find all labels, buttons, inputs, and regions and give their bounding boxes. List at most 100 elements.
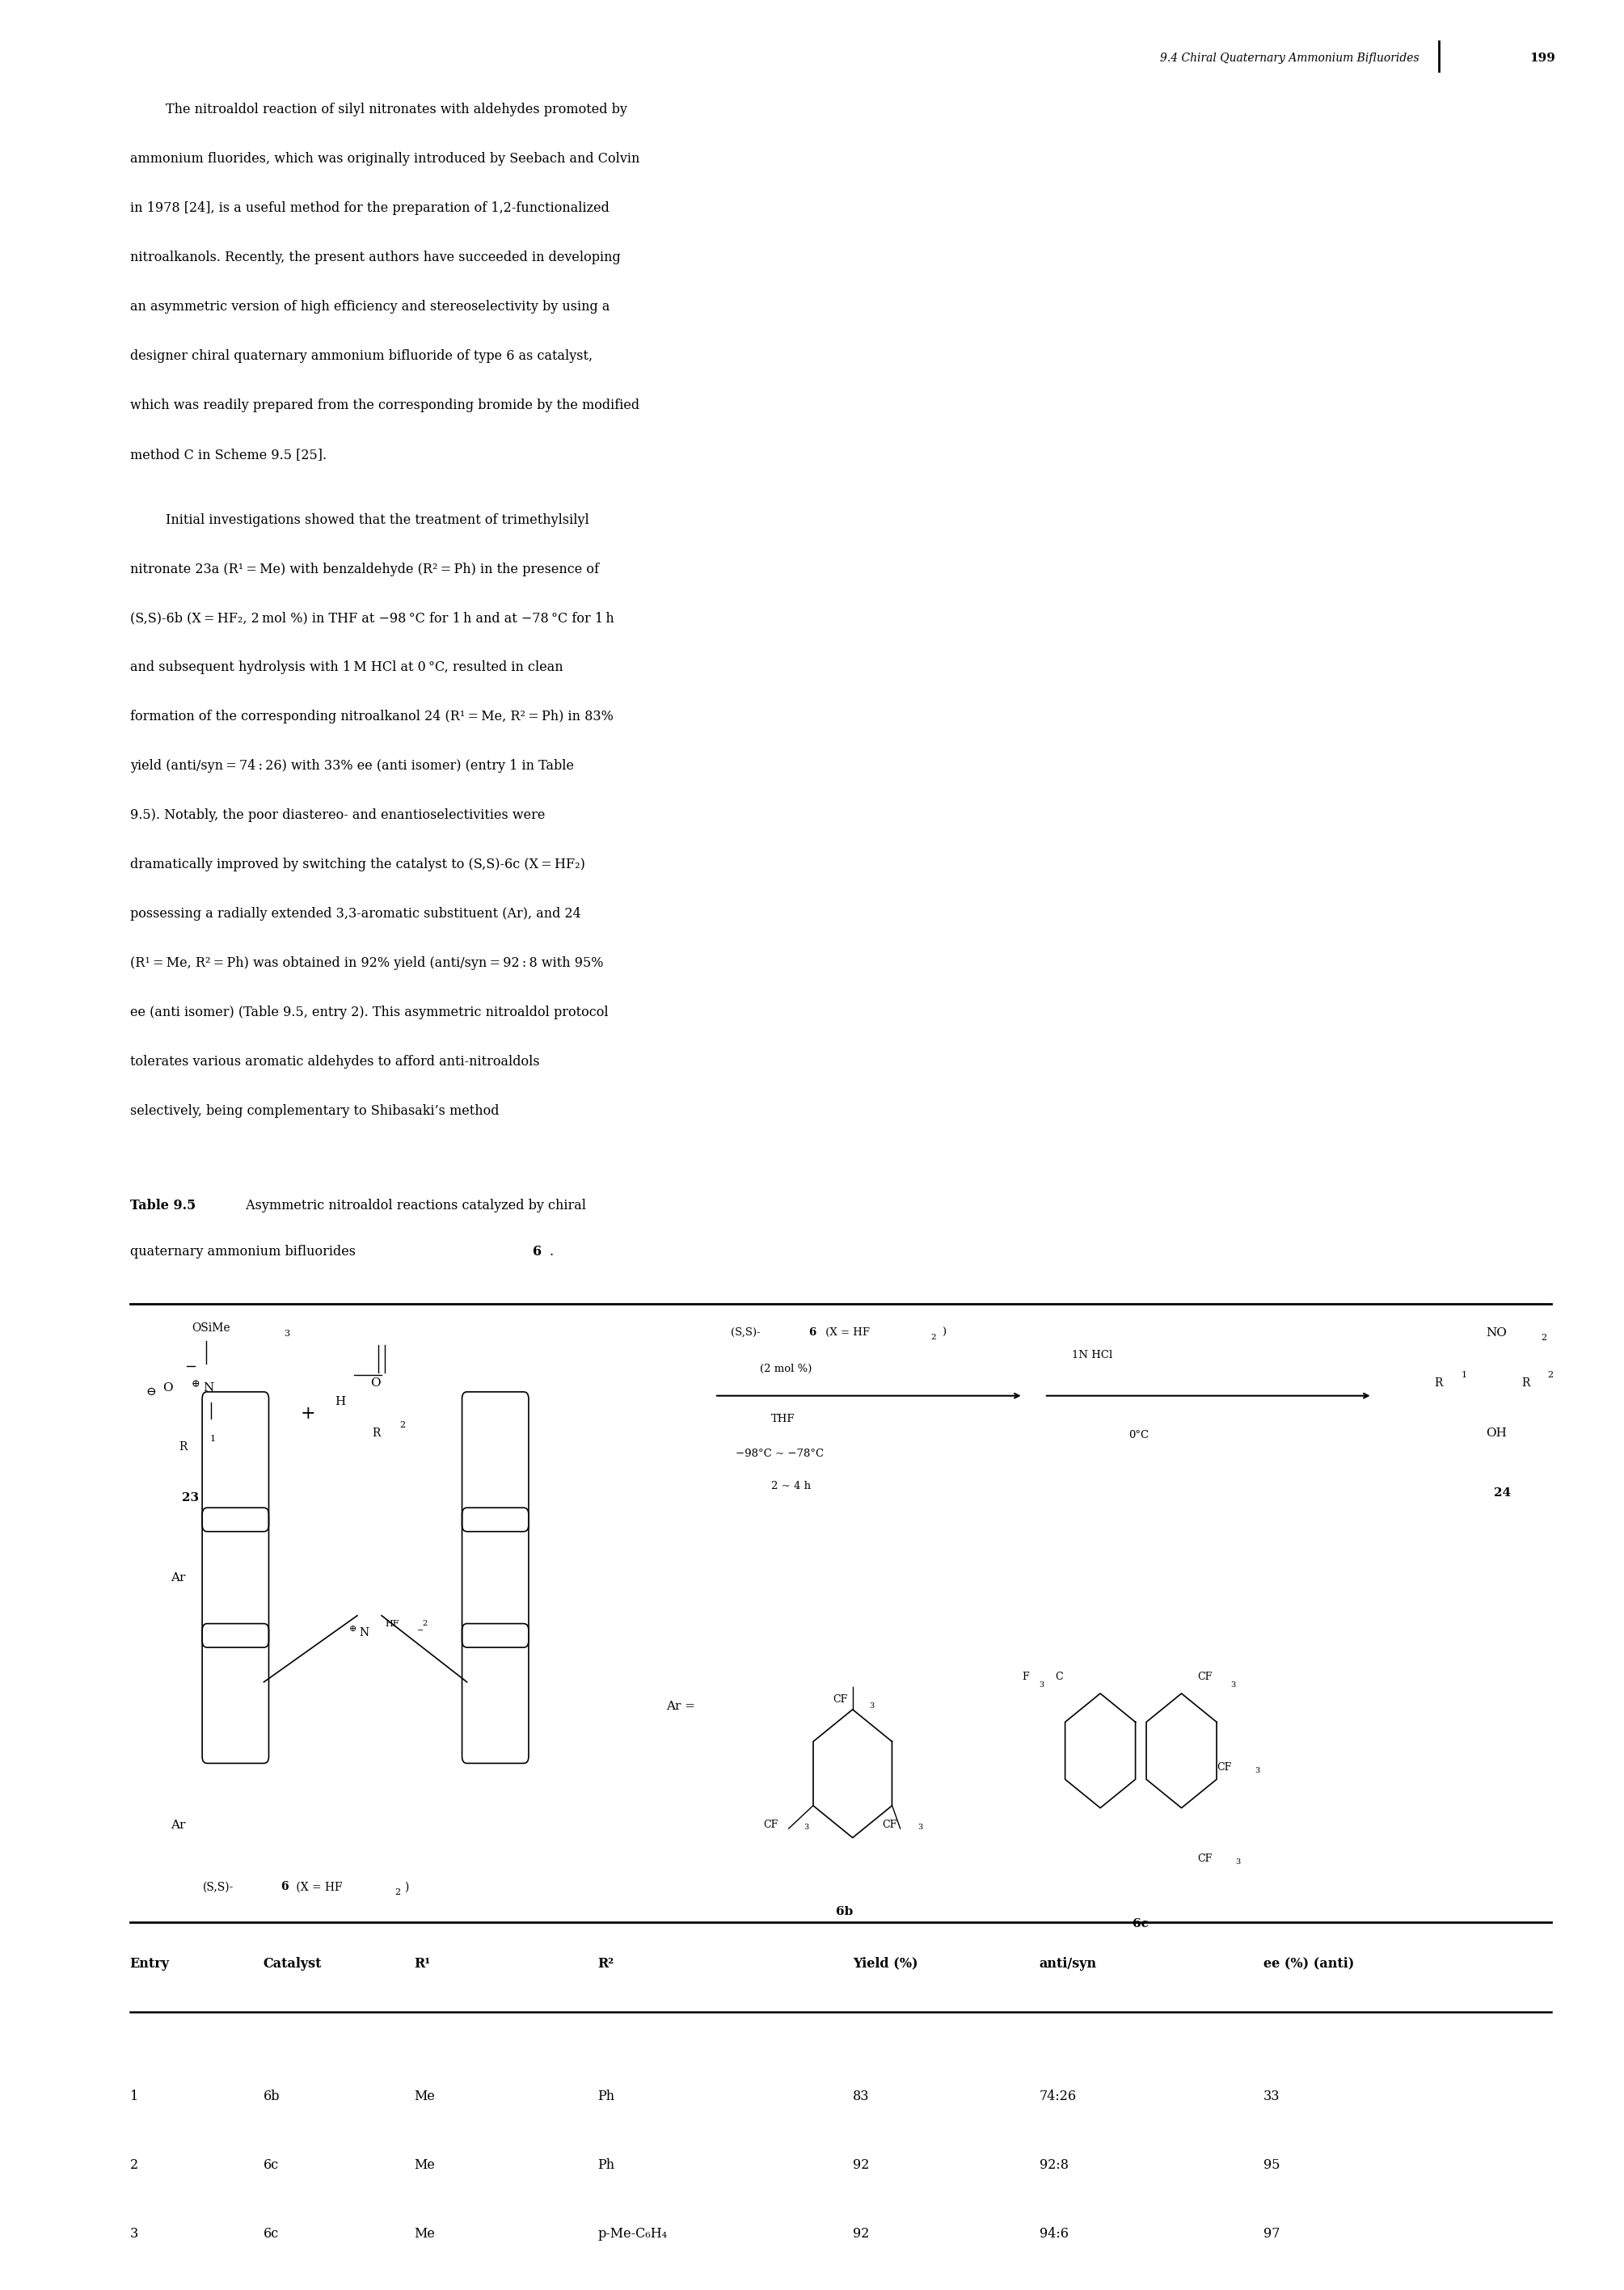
Text: an asymmetric version of high efficiency and stereoselectivity by using a: an asymmetric version of high efficiency… <box>130 300 609 314</box>
Text: 9.5). Notably, the poor diastereo- and enantioselectivities were: 9.5). Notably, the poor diastereo- and e… <box>130 808 546 822</box>
Text: 83: 83 <box>853 2088 869 2105</box>
Text: 2: 2 <box>395 1887 401 1896</box>
Text: (S,S)-: (S,S)- <box>731 1326 760 1337</box>
Text: 3: 3 <box>804 1823 809 1832</box>
Text: 1: 1 <box>209 1434 216 1443</box>
Text: method C in Scheme 9.5 [25].: method C in Scheme 9.5 [25]. <box>130 447 326 463</box>
Text: −: − <box>417 1626 424 1635</box>
Text: 6b: 6b <box>836 1905 853 1917</box>
Text: N: N <box>203 1381 214 1392</box>
Text: HF: HF <box>385 1619 400 1628</box>
Text: ): ) <box>404 1880 409 1892</box>
Text: R¹: R¹ <box>414 1956 430 1972</box>
Text: (S,S)-: (S,S)- <box>203 1880 234 1892</box>
Text: H: H <box>335 1395 346 1406</box>
Text: 92: 92 <box>853 2157 869 2173</box>
Text: ⊖: ⊖ <box>146 1385 156 1397</box>
Text: 3: 3 <box>918 1823 922 1832</box>
Text: in 1978 [24], is a useful method for the preparation of 1,2-functionalized: in 1978 [24], is a useful method for the… <box>130 202 609 215</box>
Text: Catalyst: Catalyst <box>263 1956 322 1972</box>
Text: designer chiral quaternary ammonium bifluoride of type 6 as catalyst,: designer chiral quaternary ammonium bifl… <box>130 348 593 364</box>
Text: Yield (%): Yield (%) <box>853 1956 918 1972</box>
Text: CF: CF <box>1197 1672 1213 1681</box>
Text: 9.4 Chiral Quaternary Ammonium Bifluorides: 9.4 Chiral Quaternary Ammonium Bifluorid… <box>1160 53 1419 64</box>
Text: 6c: 6c <box>263 2157 279 2173</box>
Text: nitroalkanols. Recently, the present authors have succeeded in developing: nitroalkanols. Recently, the present aut… <box>130 250 620 266</box>
Text: (X = HF: (X = HF <box>292 1880 343 1892</box>
Text: 6b: 6b <box>263 2088 279 2105</box>
Text: 3: 3 <box>1234 1857 1241 1866</box>
Text: −98°C ~ −78°C: −98°C ~ −78°C <box>736 1447 823 1459</box>
Text: R: R <box>1522 1376 1530 1388</box>
Text: 6c: 6c <box>1134 1917 1148 1928</box>
Text: 92:8: 92:8 <box>1039 2157 1069 2173</box>
Text: ⊕: ⊕ <box>349 1624 357 1633</box>
Text: which was readily prepared from the corresponding bromide by the modified: which was readily prepared from the corr… <box>130 398 640 412</box>
Text: Ar: Ar <box>171 1571 185 1582</box>
Text: 94:6: 94:6 <box>1039 2226 1069 2242</box>
Text: OSiMe: OSiMe <box>192 1321 231 1333</box>
Text: N: N <box>359 1626 369 1637</box>
Text: 1: 1 <box>130 2088 138 2105</box>
Text: 33: 33 <box>1263 2088 1280 2105</box>
Text: quaternary ammonium bifluorides: quaternary ammonium bifluorides <box>130 1243 359 1260</box>
Text: NO: NO <box>1486 1326 1507 1337</box>
Text: 3: 3 <box>869 1701 874 1708</box>
Text: .: . <box>549 1243 554 1260</box>
Text: 2: 2 <box>1548 1369 1554 1379</box>
Text: possessing a radially extended 3,3-aromatic substituent (Ar), and 24: possessing a radially extended 3,3-aroma… <box>130 907 581 921</box>
Text: 23: 23 <box>182 1491 200 1502</box>
Text: Asymmetric nitroaldol reactions catalyzed by chiral: Asymmetric nitroaldol reactions catalyze… <box>242 1198 586 1214</box>
Text: 3: 3 <box>130 2226 138 2242</box>
Text: 1N HCl: 1N HCl <box>1072 1349 1112 1360</box>
Text: 3: 3 <box>284 1328 291 1337</box>
Text: 2: 2 <box>422 1619 427 1628</box>
Text: selectively, being complementary to Shibasaki’s method: selectively, being complementary to Shib… <box>130 1104 499 1118</box>
Text: (2 mol %): (2 mol %) <box>760 1363 812 1374</box>
Text: tolerates various aromatic aldehydes to afford anti-nitroaldols: tolerates various aromatic aldehydes to … <box>130 1053 539 1069</box>
Text: CF: CF <box>1197 1853 1213 1864</box>
Text: Entry: Entry <box>130 1956 169 1972</box>
Text: R: R <box>179 1440 187 1452</box>
Text: Table 9.5: Table 9.5 <box>130 1198 195 1214</box>
Text: ): ) <box>942 1326 947 1337</box>
Text: ammonium fluorides, which was originally introduced by Seebach and Colvin: ammonium fluorides, which was originally… <box>130 151 640 167</box>
Text: 2: 2 <box>400 1420 406 1429</box>
Text: Me: Me <box>414 2226 435 2242</box>
Text: Ph: Ph <box>598 2157 615 2173</box>
Text: OH: OH <box>1486 1427 1507 1438</box>
Text: p-Me-C₆H₄: p-Me-C₆H₄ <box>598 2226 667 2242</box>
Text: 6c: 6c <box>263 2226 279 2242</box>
Text: 2: 2 <box>1541 1333 1548 1342</box>
Text: 6: 6 <box>809 1326 817 1337</box>
Text: CF: CF <box>882 1818 896 1830</box>
Text: Ph: Ph <box>598 2088 615 2105</box>
Text: Ar =: Ar = <box>666 1699 695 1711</box>
Text: F: F <box>1023 1672 1030 1681</box>
Text: nitronate 23a (R¹ = Me) with benzaldehyde (R² = Ph) in the presence of: nitronate 23a (R¹ = Me) with benzaldehyd… <box>130 561 599 577</box>
Text: 2: 2 <box>931 1333 935 1342</box>
Text: R: R <box>372 1427 380 1438</box>
Text: +: + <box>300 1404 315 1422</box>
Text: 6: 6 <box>533 1243 542 1260</box>
Text: R²: R² <box>598 1956 614 1972</box>
Text: THF: THF <box>771 1413 796 1424</box>
Text: ee (anti isomer) (Table 9.5, entry 2). This asymmetric nitroaldol protocol: ee (anti isomer) (Table 9.5, entry 2). T… <box>130 1005 607 1019</box>
Text: 92: 92 <box>853 2226 869 2242</box>
Text: 3: 3 <box>1254 1766 1260 1775</box>
Text: CF: CF <box>1218 1761 1233 1772</box>
Text: anti/syn: anti/syn <box>1039 1956 1096 1972</box>
Text: Initial investigations showed that the treatment of trimethylsilyl: Initial investigations showed that the t… <box>166 513 590 527</box>
Text: O: O <box>370 1376 380 1388</box>
Text: 6: 6 <box>281 1880 289 1892</box>
Text: CF: CF <box>833 1695 848 1704</box>
Text: Ar: Ar <box>171 1818 185 1830</box>
Text: 95: 95 <box>1263 2157 1280 2173</box>
Text: (S,S)-6b (X = HF₂, 2 mol %) in THF at −98 °C for 1 h and at −78 °C for 1 h: (S,S)-6b (X = HF₂, 2 mol %) in THF at −9… <box>130 611 614 625</box>
Text: 3: 3 <box>1231 1681 1236 1688</box>
Text: formation of the corresponding nitroalkanol 24 (R¹ = Me, R² = Ph) in 83%: formation of the corresponding nitroalka… <box>130 710 614 724</box>
Text: and subsequent hydrolysis with 1 M HCl at 0 °C, resulted in clean: and subsequent hydrolysis with 1 M HCl a… <box>130 660 564 676</box>
Text: ee (%) (anti): ee (%) (anti) <box>1263 1956 1354 1972</box>
Text: R: R <box>1434 1376 1442 1388</box>
Text: 97: 97 <box>1263 2226 1280 2242</box>
